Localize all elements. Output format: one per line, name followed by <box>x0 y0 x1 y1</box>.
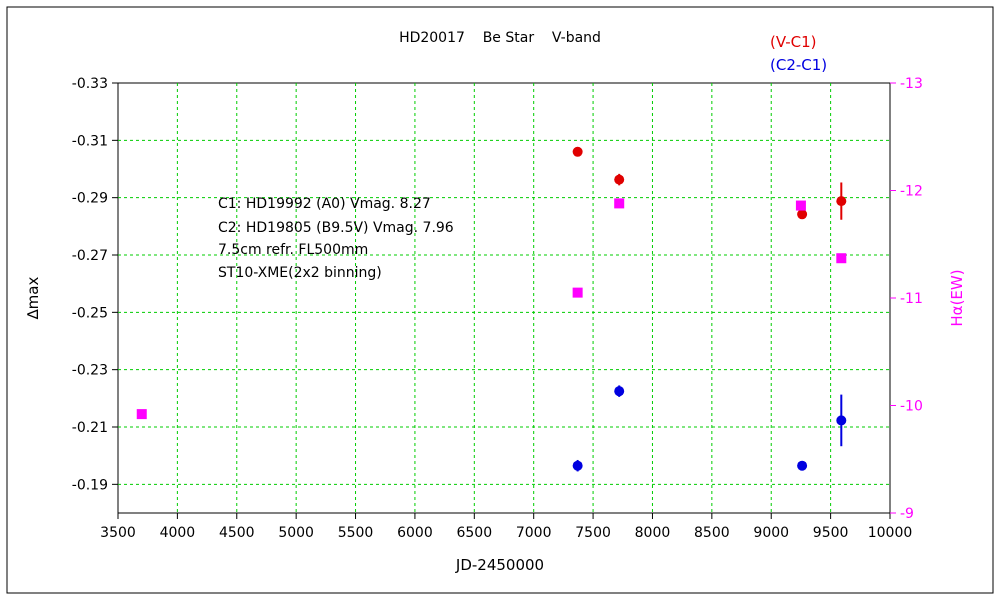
legend-entry-v-c1: (V-C1) <box>770 33 817 51</box>
x-tick-label: 7500 <box>575 525 611 541</box>
right-y-tick-label: -11 <box>900 291 923 307</box>
x-axis: 3500 4000 4500 5000 5500 6000 6500 7000 7500 8000… <box>100 513 912 541</box>
data-point-circle <box>797 209 808 220</box>
x-tick-label: 5500 <box>338 525 374 541</box>
left-y-tick-label: -0.33 <box>72 76 108 92</box>
right-y-axis: -13 -12 -11 -10 -9 <box>890 76 923 522</box>
left-y-tick-label: -0.23 <box>72 363 108 379</box>
data-point-square <box>136 409 147 420</box>
left-y-tick-label: -0.27 <box>72 248 108 264</box>
left-y-axis: -0.33 -0.31 -0.29 -0.27 -0.25 -0.23 -0.21 -0.19 <box>72 76 118 493</box>
x-tick-label: 4500 <box>219 525 255 541</box>
left-y-tick-label: -0.29 <box>72 191 108 207</box>
x-tick-label: 4000 <box>160 525 196 541</box>
right-y-tick-label: -13 <box>900 76 923 92</box>
outer-border <box>6 6 994 594</box>
data-point-circle <box>572 460 583 471</box>
x-tick-label: 8000 <box>635 525 671 541</box>
legend-entry-c2-c1: (C2-C1) <box>770 56 827 74</box>
left-y-tick-label: -0.31 <box>72 133 108 149</box>
data-point-circle <box>836 415 847 426</box>
left-y-tick-label: -0.25 <box>72 305 108 321</box>
annotation-line-4: ST10-XME(2x2 binning) <box>218 265 382 281</box>
x-axis-label: JD-2450000 <box>455 556 544 574</box>
x-tick-label: 7000 <box>516 525 552 541</box>
x-tick-label: 9000 <box>753 525 789 541</box>
left-y-tick-label: -0.19 <box>72 477 108 493</box>
chart-title: HD20017 Be Star V-band <box>399 30 601 46</box>
right-y-tick-label: -10 <box>900 399 923 415</box>
data-point-circle <box>614 386 625 397</box>
x-tick-label: 8500 <box>694 525 730 541</box>
annotation-line-2: C2: HD19805 (B9.5V) Vmag. 7.96 <box>218 220 454 236</box>
data-point-square <box>614 198 625 209</box>
left-y-axis-label: ∆max <box>24 277 42 321</box>
annotation-line-1: C1: HD19992 (A0) Vmag. 8.27 <box>218 196 431 212</box>
data-point-circle <box>614 174 625 185</box>
data-point-square <box>836 253 847 264</box>
data-point-square <box>572 287 583 298</box>
data-point-circle <box>572 146 583 157</box>
x-tick-label: 10000 <box>868 525 913 541</box>
data-point-circle <box>797 460 808 471</box>
right-y-tick-label: -12 <box>900 184 923 200</box>
x-tick-label: 9500 <box>813 525 849 541</box>
data-point-circle <box>836 196 847 207</box>
annotation-line-3: 7.5cm refr. FL500mm <box>218 242 368 258</box>
data-point-square <box>795 200 806 211</box>
left-y-tick-label: -0.21 <box>72 420 108 436</box>
x-tick-label: 6500 <box>456 525 492 541</box>
data-marks <box>136 146 847 472</box>
right-y-axis-label: Hα(EW) <box>948 269 966 326</box>
right-y-tick-label: -9 <box>900 506 914 522</box>
x-tick-label: 3500 <box>100 525 136 541</box>
x-tick-label: 5000 <box>278 525 314 541</box>
grid <box>118 83 890 513</box>
x-tick-label: 6000 <box>397 525 433 541</box>
